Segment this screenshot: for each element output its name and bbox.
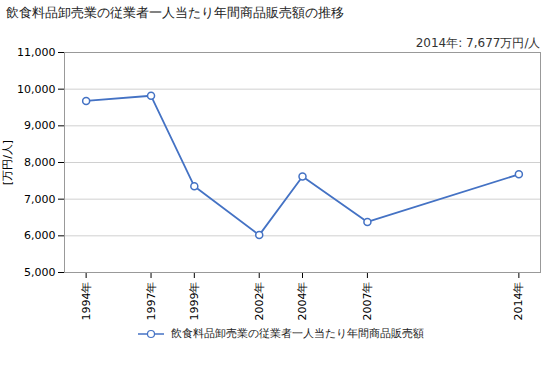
svg-text:2007年: 2007年	[361, 282, 374, 321]
svg-text:6,000: 6,000	[24, 229, 56, 242]
svg-text:11,000: 11,000	[17, 46, 56, 59]
svg-text:1997年: 1997年	[145, 282, 158, 321]
svg-text:1999年: 1999年	[188, 282, 201, 321]
svg-text:8,000: 8,000	[24, 156, 56, 169]
svg-text:5,000: 5,000	[24, 266, 56, 279]
svg-text:1994年: 1994年	[80, 282, 93, 321]
html-text:飲食料品卸売業の従業者一人当たり年間商品販売額の推移: 飲食料品卸売業の従業者一人当たり年間商品販売額の推移	[6, 5, 344, 20]
svg-text:7,000: 7,000	[24, 193, 56, 206]
svg-text:10,000: 10,000	[17, 83, 56, 96]
svg-text:2014年: 2014年	[512, 282, 525, 321]
html-text:飲食料品卸売業の従業者一人当たり年間商品販売額: 飲食料品卸売業の従業者一人当たり年間商品販売額	[170, 327, 424, 340]
svg-text:2014年: 7,677万円/人: 2014年: 7,677万円/人	[416, 36, 541, 50]
svg-text:2002年: 2002年	[253, 282, 266, 321]
svg-text:[万円/人]: [万円/人]	[1, 140, 14, 185]
svg-text:9,000: 9,000	[24, 119, 56, 132]
svg-text:2004年: 2004年	[296, 282, 309, 321]
